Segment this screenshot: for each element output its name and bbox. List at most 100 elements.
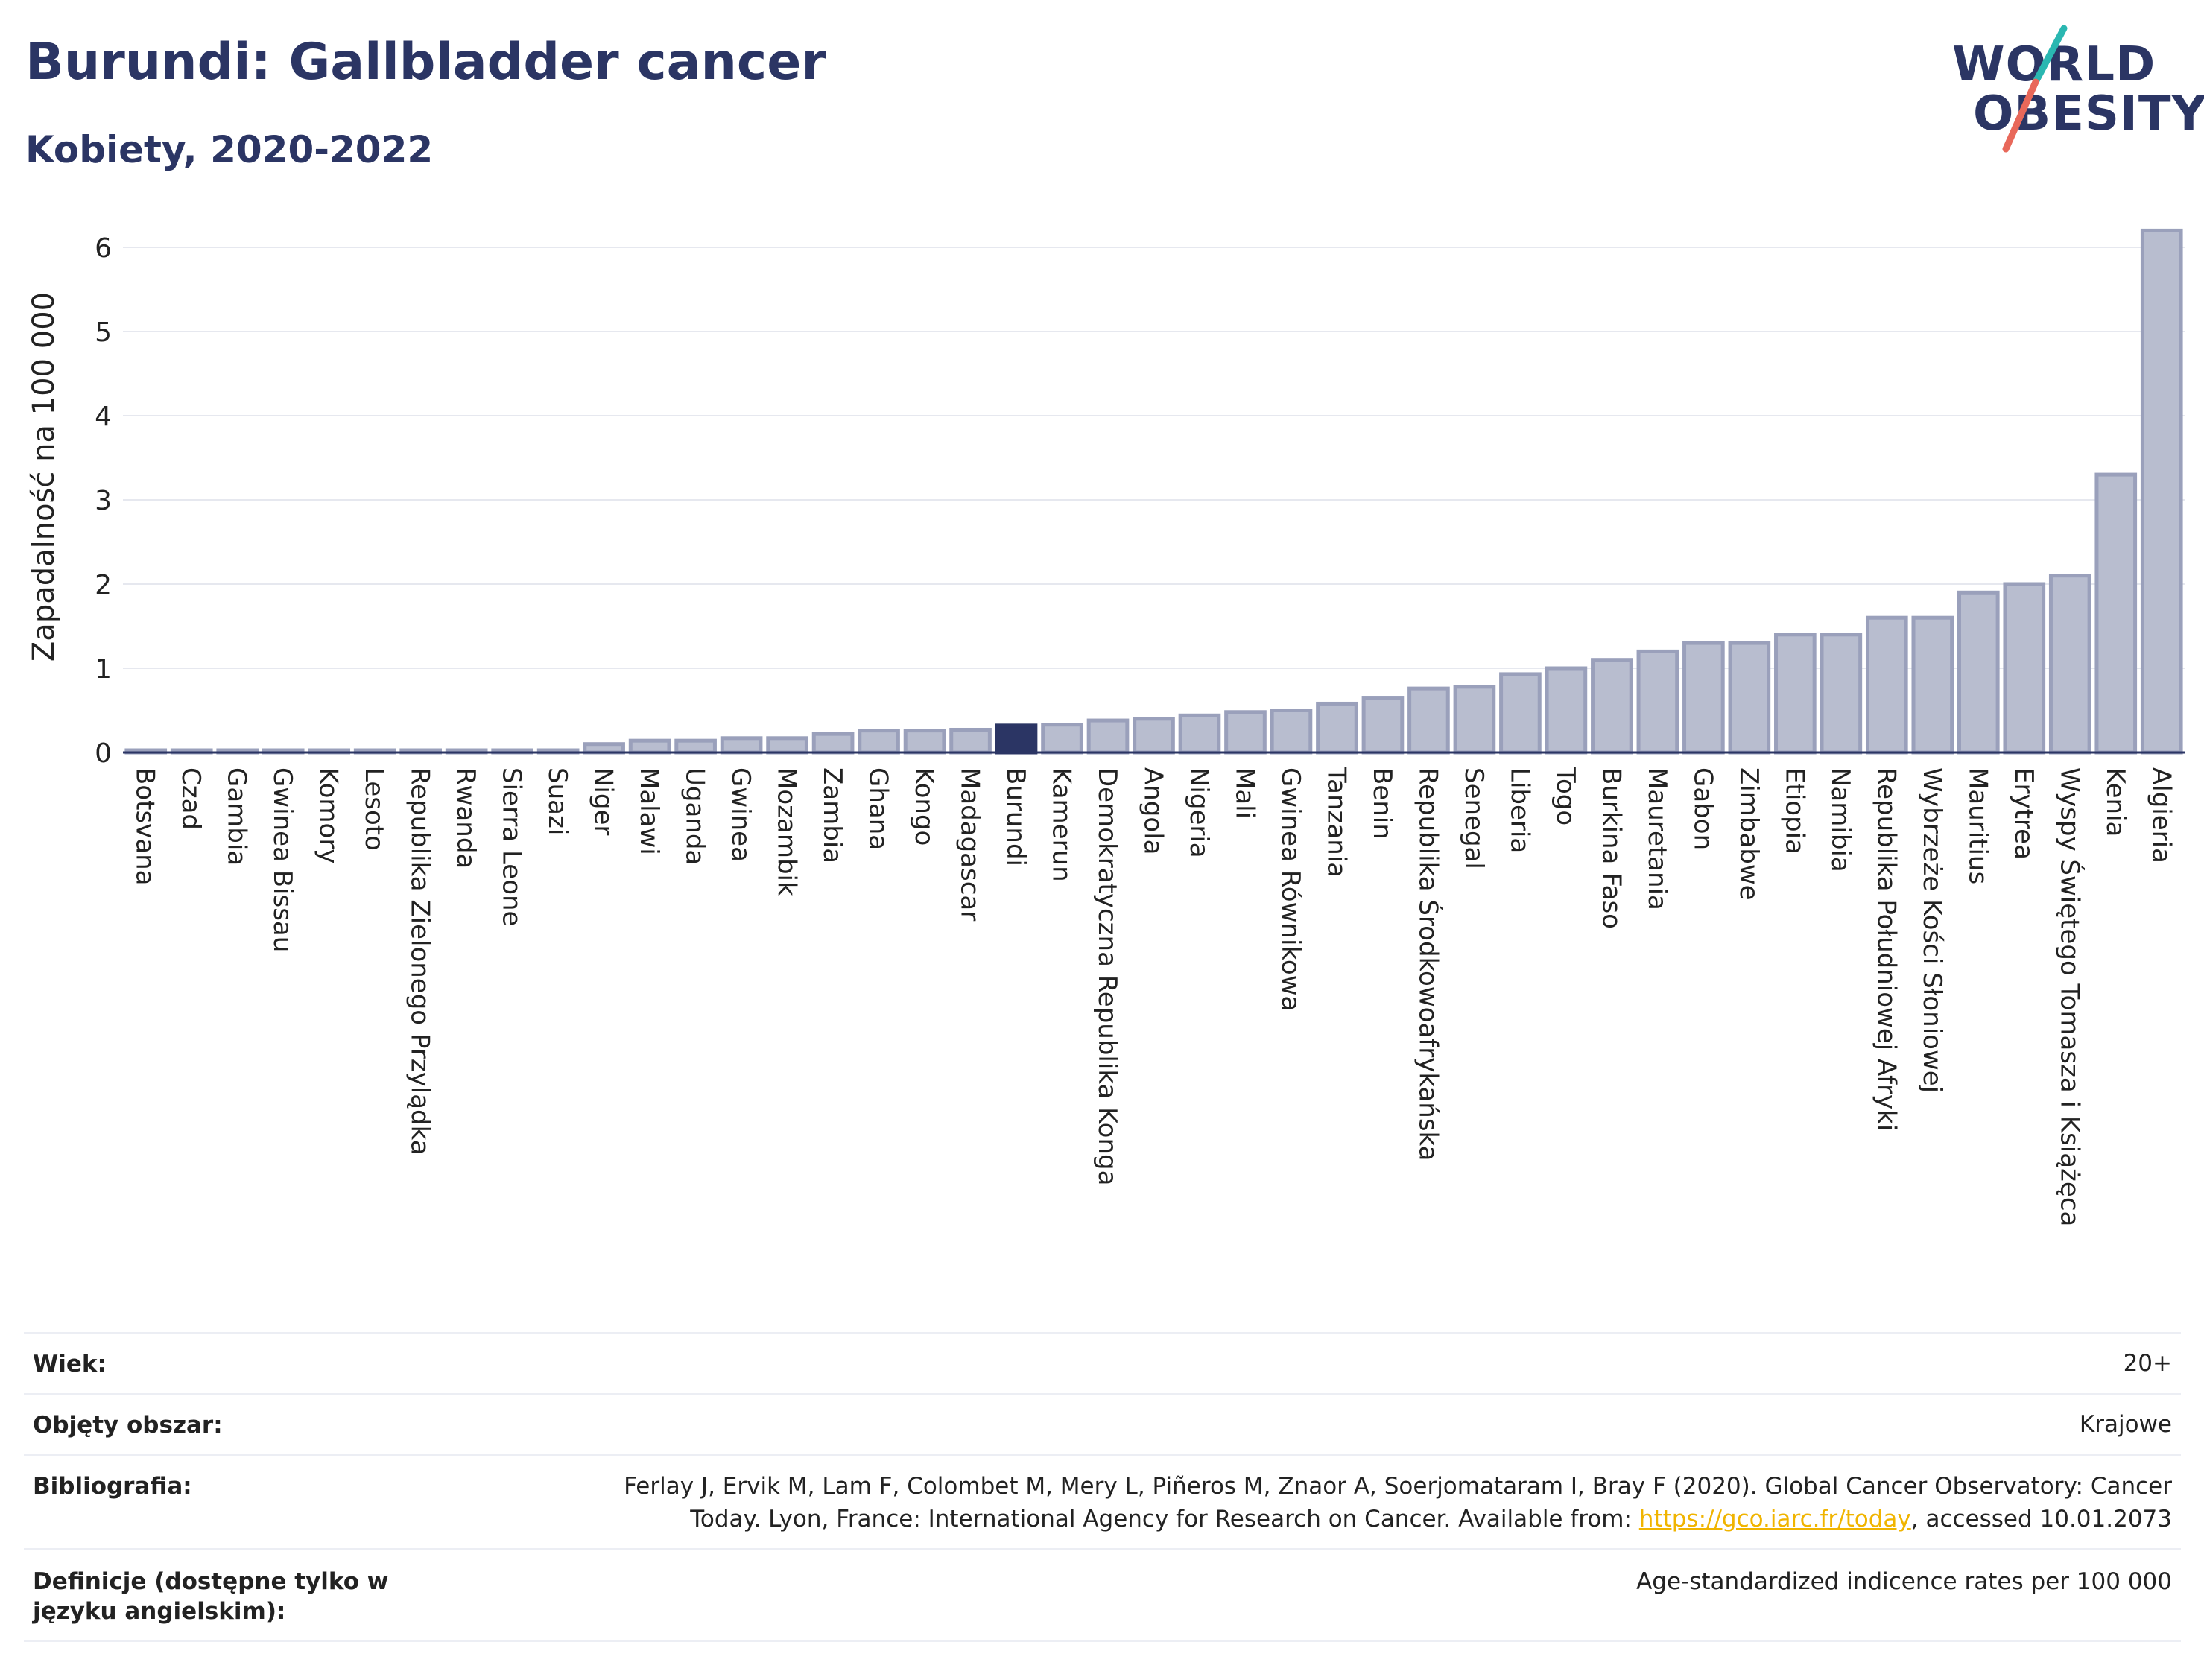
grid-layer: [123, 247, 2185, 669]
x-tick-label: Kenia: [2100, 767, 2130, 837]
x-tick-label: Etiopia: [1779, 767, 1809, 855]
x-tick-label: Angola: [1139, 767, 1168, 855]
y-tick-label: 6: [95, 233, 112, 264]
x-tick-label: Republika Zielonego Przylądka: [405, 767, 435, 1156]
x-tick-label: Liberia: [1504, 767, 1534, 853]
x-tick-label: Burundi: [1001, 767, 1030, 866]
y-tick-label: 0: [95, 738, 112, 769]
info-value-definitions: Age-standardized indicence rates per 100…: [1636, 1568, 2172, 1595]
source-link[interactable]: https://gco.iarc.fr/today: [1638, 1506, 1911, 1532]
bar-gwinea-równikowa: [1270, 709, 1313, 755]
bar-tanzania: [1316, 701, 1358, 755]
x-tick-label: Namibia: [1825, 767, 1855, 872]
bar-angola: [1133, 717, 1175, 755]
x-tick-label: Madagascar: [955, 767, 985, 921]
x-tick-label: Gambia: [222, 767, 252, 866]
bar-erytrea: [2003, 582, 2046, 755]
bar-mauretania: [1636, 649, 1679, 755]
bar-liberia: [1499, 672, 1542, 755]
x-tick-label: Togo: [1551, 767, 1580, 825]
bar-zambia: [811, 732, 855, 755]
x-tick-label: Gwinea Równikowa: [1276, 767, 1305, 1011]
bar-togo: [1545, 666, 1588, 755]
info-label-definitions: Definicje (dostępne tylko w języku angie…: [33, 1568, 389, 1625]
bar-mauritius: [1957, 590, 2000, 755]
bar-senegal: [1453, 685, 1496, 755]
x-tick-label: Kamerun: [1047, 767, 1077, 882]
bar-malawi: [628, 738, 671, 755]
x-tick-label: Uganda: [680, 767, 710, 865]
x-tick-label: Mauretania: [1642, 767, 1672, 910]
x-tick-label: Suazi: [542, 767, 572, 835]
x-tick-label: Burkina Faso: [1596, 767, 1626, 929]
x-tick-label: Tanzania: [1321, 767, 1351, 878]
x-tick-label: Niger: [589, 767, 618, 835]
info-value-age: 20+: [2123, 1350, 2172, 1377]
bar-mozambik: [766, 736, 808, 755]
bar-mali: [1224, 710, 1267, 755]
bar-demokratyczna-republika-konga: [1086, 718, 1130, 755]
y-tick-label: 2: [95, 570, 112, 600]
info-row-age: Wiek: 20+: [24, 1332, 2181, 1393]
x-tick-label: Republika Południowej Afryki: [1871, 767, 1901, 1131]
x-tick-label: Gabon: [1688, 767, 1717, 850]
info-row-definitions: Definicje (dostępne tylko w języku angie…: [24, 1548, 2181, 1642]
bar-nigeria: [1178, 713, 1221, 755]
x-tick-label: Zimbabwe: [1734, 767, 1764, 901]
bar-etiopia: [1774, 633, 1817, 755]
info-label-bibliography: Bibliografia:: [33, 1473, 192, 1500]
bibliography-line-2: Today. Lyon, France: International Agenc…: [690, 1506, 1639, 1532]
x-tick-label: Lesoto: [359, 767, 389, 851]
x-tick-label: Rwanda: [451, 767, 481, 869]
bar-wybrzeże-kości-słoniowej: [1911, 615, 1954, 755]
axis-layer: 0 1 2 3 4 5 6 Botsvana Czad Gambia Gwinea Bissau Ko…: [95, 233, 2185, 1226]
x-tick-label: Wybrzeże Kości Słoniowej: [1917, 767, 1947, 1093]
bar-niger: [583, 742, 625, 755]
bar-burkina-faso: [1591, 658, 1633, 755]
bar-republika-środkowoafrykańska: [1407, 686, 1450, 755]
x-tick-label: Senegal: [1459, 767, 1489, 869]
y-tick-label: 4: [95, 402, 112, 432]
x-tick-label: Wyspy Świętego Tomasza i Książęca: [2054, 767, 2085, 1226]
bar-kenia: [2094, 472, 2138, 755]
bar-kamerun: [1041, 723, 1083, 755]
bar-burundi: [995, 723, 1038, 755]
bar-ghana: [858, 729, 900, 755]
logo-slash-icon: [2002, 25, 2068, 153]
bar-gwinea: [720, 736, 763, 755]
info-label-age: Wiek:: [33, 1351, 107, 1378]
x-tick-label: Erytrea: [2009, 767, 2039, 860]
y-axis-label: Zapadalność na 100 000: [27, 292, 61, 662]
x-tick-label: Benin: [1367, 767, 1397, 840]
info-value-area: Krajowe: [2079, 1411, 2172, 1438]
x-tick-label: Demokratyczna Republika Konga: [1092, 767, 1122, 1185]
x-tick-label: Gwinea Bissau: [267, 767, 297, 952]
bar-kongo: [903, 729, 946, 755]
x-tick-label: Zambia: [817, 767, 847, 863]
y-tick-label: 5: [95, 317, 112, 348]
info-label-area: Objęty obszar:: [33, 1412, 223, 1439]
bar-gabon: [1682, 641, 1725, 755]
bibliography-line-1: Ferlay J, Ervik M, Lam F, Colombet M, Me…: [624, 1473, 2172, 1500]
info-row-area: Objęty obszar: Krajowe: [24, 1393, 2181, 1454]
bar-zimbabwe: [1728, 641, 1771, 755]
x-tick-label: Sierra Leone: [497, 767, 527, 926]
bar-madagascar: [949, 727, 992, 755]
bar-algieria: [2140, 228, 2183, 755]
y-tick-label: 1: [95, 654, 112, 685]
x-tick-label: Botsvana: [130, 767, 160, 886]
chart-subtitle: Kobiety, 2020-2022: [25, 128, 434, 171]
info-row-bibliography: Bibliografia: Ferlay J, Ervik M, Lam F, …: [24, 1454, 2181, 1548]
x-tick-label: Czad: [176, 767, 206, 830]
x-tick-label: Republika Środkowoafrykańska: [1413, 767, 1443, 1161]
x-tick-label: Komory: [314, 767, 343, 863]
bar-namibia: [1820, 633, 1863, 755]
info-value-bibliography: Ferlay J, Ervik M, Lam F, Colombet M, Me…: [624, 1470, 2172, 1535]
bar-republika-południowej-afryki: [1865, 615, 1908, 755]
bar-benin: [1361, 696, 1405, 755]
x-tick-label: Gwinea: [726, 767, 756, 862]
x-tick-label: Ghana: [864, 767, 893, 850]
x-tick-label: Nigeria: [1184, 767, 1214, 858]
x-tick-label: Algieria: [2146, 767, 2176, 863]
bar-layer: [124, 228, 2183, 755]
